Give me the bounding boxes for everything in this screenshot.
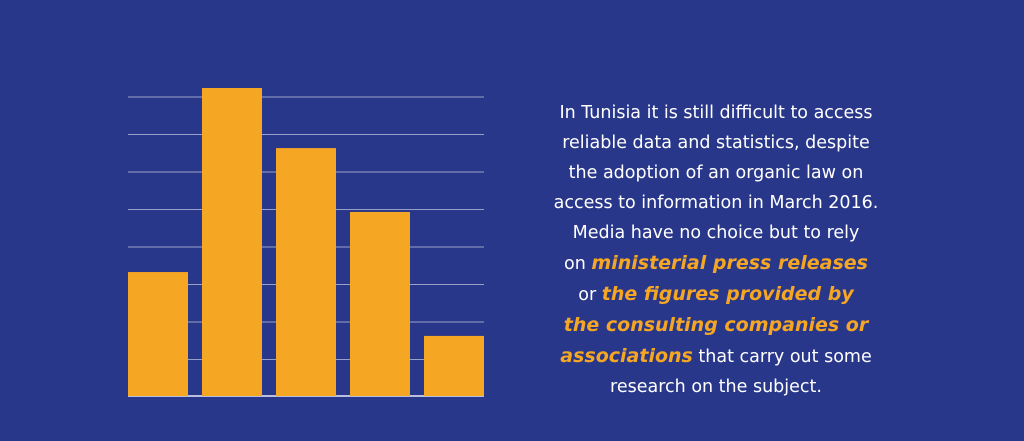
highlight-consulting-companies: the consulting companies or bbox=[563, 314, 869, 336]
text-line-1: In Tunisia it is still difficult to acce… bbox=[559, 103, 873, 123]
text-line-9: associations that carry out some bbox=[520, 341, 912, 372]
highlight-figures-provided: the figures provided by bbox=[601, 283, 854, 305]
text-line-6: on ministerial press releases bbox=[520, 248, 912, 279]
text-line-7-prefix: or bbox=[578, 285, 602, 305]
text-line-9-suffix: that carry out some bbox=[692, 347, 872, 367]
text-line-7: or the figures provided by bbox=[520, 279, 912, 310]
bar-5 bbox=[424, 335, 484, 396]
text-line-2: reliable data and statistics, despite bbox=[562, 133, 870, 153]
highlight-ministerial-press-releases: ministerial press releases bbox=[591, 252, 868, 274]
text-line-8: the consulting companies or bbox=[520, 310, 912, 341]
text-line-4: access to information in March 2016. bbox=[553, 193, 879, 213]
text-line-6-prefix: on bbox=[564, 254, 592, 274]
text-line-5: Media have no choice but to rely bbox=[572, 223, 860, 243]
bar-4 bbox=[350, 211, 410, 396]
text-line-10: research on the subject. bbox=[610, 377, 822, 397]
text-line-3: the adoption of an organic law on bbox=[568, 163, 864, 183]
bar-2 bbox=[202, 88, 262, 396]
chart-bars bbox=[128, 88, 484, 396]
bar-chart bbox=[128, 88, 484, 397]
bar-3 bbox=[276, 148, 336, 396]
bar-1 bbox=[128, 272, 188, 396]
highlight-associations: associations bbox=[560, 345, 693, 367]
description-text: In Tunisia it is still difficult to acce… bbox=[520, 98, 912, 402]
